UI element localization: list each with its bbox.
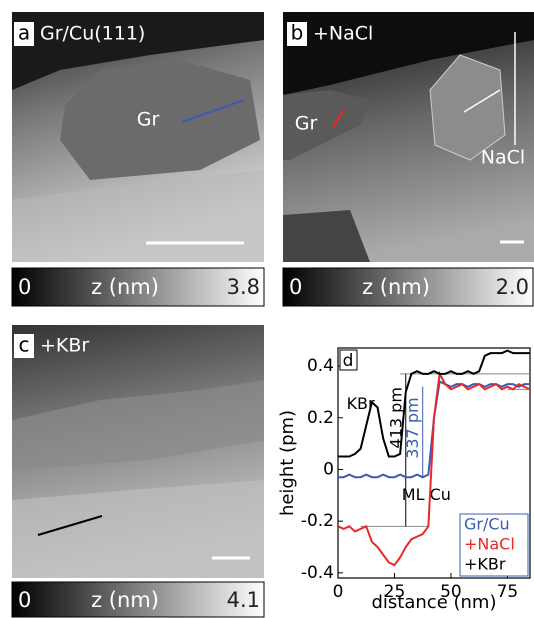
figure: a Gr/Cu(111) Gr b +NaCl Gr NaCl c +KBr 0… — [0, 0, 534, 618]
y-tick-label: 0 — [323, 459, 334, 479]
annotation: NaCl — [481, 147, 525, 169]
legend-entry: +NaCl — [464, 535, 515, 554]
panel-label: b — [291, 21, 304, 45]
colorbar-max: 3.8 — [227, 275, 260, 299]
annotation: Gr — [137, 109, 160, 131]
x-axis-label: distance (nm) — [372, 592, 497, 613]
legend-entry: Gr/Cu — [464, 515, 510, 534]
colorbar: 0 z (nm) 3.8 — [12, 268, 264, 306]
panel-label: a — [18, 21, 30, 45]
y-tick-label: 0.4 — [307, 356, 334, 376]
panel-a: a Gr/Cu(111) Gr — [12, 12, 264, 262]
panel-title: +KBr — [40, 335, 89, 357]
panel-label: c — [19, 333, 30, 357]
x-tick-label: 75 — [497, 582, 519, 602]
panel-label: d — [343, 351, 354, 371]
colorbar-min: 0 — [18, 588, 31, 612]
y-tick-label: -0.4 — [301, 563, 334, 583]
annotation: Gr — [295, 113, 318, 135]
annotation: ML Cu — [402, 485, 451, 504]
colorbar-min: 0 — [289, 275, 302, 299]
colorbar: 0 z (nm) 2.0 — [283, 268, 533, 306]
annotation: 337 pm — [403, 397, 422, 458]
y-tick-label: 0.2 — [307, 408, 334, 428]
x-tick-label: 0 — [333, 582, 344, 602]
y-axis-label: height (pm) — [277, 410, 298, 516]
colorbar: 0 z (nm) 4.1 — [12, 582, 264, 617]
panel-c: c +KBr — [12, 325, 264, 578]
colorbar-max: 4.1 — [227, 588, 260, 612]
y-tick-label: -0.2 — [301, 511, 334, 531]
colorbar-min: 0 — [18, 275, 31, 299]
colorbar-max: 2.0 — [496, 275, 529, 299]
panel-title: +NaCl — [313, 23, 373, 45]
legend-entry: +KBr — [464, 555, 506, 574]
panel-b: b +NaCl Gr NaCl — [283, 12, 534, 262]
panel-title: Gr/Cu(111) — [40, 23, 145, 45]
colorbar-label: z (nm) — [362, 275, 430, 299]
colorbar-label: z (nm) — [91, 275, 159, 299]
colorbar-label: z (nm) — [91, 588, 159, 612]
